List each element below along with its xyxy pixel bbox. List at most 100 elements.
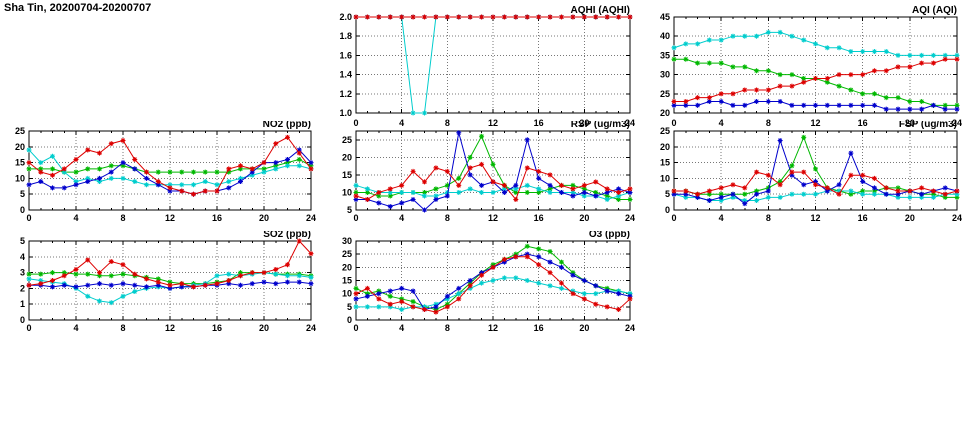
svg-text:35: 35 bbox=[660, 50, 670, 60]
svg-text:5: 5 bbox=[347, 205, 352, 215]
svg-text:8: 8 bbox=[120, 213, 125, 223]
tick-labels: 0 4 8 12 16 20 24 0 5 10 15 20 25 bbox=[15, 126, 316, 223]
fsp-title: FSP (ug/m3) bbox=[899, 121, 957, 130]
svg-text:15: 15 bbox=[342, 170, 352, 180]
o3-title: O3 (ppb) bbox=[589, 231, 630, 240]
rsp-title: RSP (ug/m3) bbox=[571, 121, 630, 130]
svg-text:8: 8 bbox=[445, 118, 450, 128]
svg-text:24: 24 bbox=[306, 213, 316, 223]
aqhi-title: AQHI (AQHI) bbox=[571, 5, 630, 16]
svg-text:12: 12 bbox=[488, 213, 498, 223]
chart-fsp: 0 4 8 12 16 20 24 0 5 10 15 20 25 FSP (ug/m3) bbox=[647, 119, 962, 224]
plot-border bbox=[673, 16, 958, 114]
svg-text:24: 24 bbox=[625, 213, 635, 223]
aqi-title: AQI (AQI) bbox=[912, 5, 957, 16]
svg-text:20: 20 bbox=[259, 323, 269, 333]
svg-text:5: 5 bbox=[20, 189, 25, 199]
svg-text:16: 16 bbox=[858, 213, 868, 223]
svg-text:15: 15 bbox=[342, 276, 352, 286]
svg-text:1: 1 bbox=[20, 299, 25, 309]
svg-text:20: 20 bbox=[579, 323, 589, 333]
svg-text:20: 20 bbox=[579, 118, 589, 128]
aqhi-plot: 0 4 8 12 16 20 24 1.0 1.2 1.4 1.6 1.8 2.0 AQHI (AQHI) bbox=[339, 5, 635, 128]
svg-text:4: 4 bbox=[73, 323, 78, 333]
series-blue bbox=[353, 130, 633, 213]
series-red bbox=[353, 254, 633, 315]
svg-text:0: 0 bbox=[26, 323, 31, 333]
svg-text:25: 25 bbox=[660, 89, 670, 99]
svg-text:0: 0 bbox=[347, 315, 352, 325]
svg-text:8: 8 bbox=[445, 213, 450, 223]
series-blue bbox=[671, 98, 960, 112]
svg-text:12: 12 bbox=[488, 118, 498, 128]
svg-text:0: 0 bbox=[353, 323, 358, 333]
svg-text:0: 0 bbox=[671, 118, 676, 128]
svg-text:8: 8 bbox=[766, 213, 771, 223]
tick-labels: 0 4 8 12 16 20 24 20 25 30 35 40 45 bbox=[660, 12, 962, 128]
svg-text:1.6: 1.6 bbox=[339, 50, 352, 60]
grid-lines bbox=[356, 131, 630, 210]
aqi-plot: 0 4 8 12 16 20 24 20 25 30 35 40 45 AQI (AQI) bbox=[660, 5, 962, 128]
svg-text:4: 4 bbox=[719, 213, 724, 223]
plot-border bbox=[355, 240, 631, 321]
svg-text:16: 16 bbox=[534, 118, 544, 128]
svg-text:20: 20 bbox=[342, 262, 352, 272]
svg-text:10: 10 bbox=[15, 173, 25, 183]
svg-text:10: 10 bbox=[660, 173, 670, 183]
svg-text:15: 15 bbox=[660, 158, 670, 168]
no2-title: NO2 (ppb) bbox=[263, 121, 311, 130]
tick-labels: 0 4 8 12 16 20 24 0 5 10 15 20 25 30 bbox=[342, 236, 635, 333]
svg-text:12: 12 bbox=[165, 323, 175, 333]
svg-text:8: 8 bbox=[120, 323, 125, 333]
svg-text:30: 30 bbox=[342, 236, 352, 246]
svg-text:15: 15 bbox=[15, 158, 25, 168]
series-green bbox=[26, 156, 314, 175]
svg-text:16: 16 bbox=[858, 118, 868, 128]
svg-text:16: 16 bbox=[534, 323, 544, 333]
svg-text:12: 12 bbox=[810, 118, 820, 128]
svg-text:16: 16 bbox=[212, 213, 222, 223]
svg-text:20: 20 bbox=[579, 213, 589, 223]
svg-text:45: 45 bbox=[660, 12, 670, 22]
svg-text:0: 0 bbox=[671, 213, 676, 223]
svg-text:12: 12 bbox=[488, 323, 498, 333]
so2-title: SO2 (ppb) bbox=[263, 231, 311, 240]
series-red bbox=[353, 14, 633, 20]
series-red bbox=[26, 238, 314, 290]
page-title: Sha Tin, 20200704-20200707 bbox=[4, 2, 152, 14]
svg-text:4: 4 bbox=[399, 323, 404, 333]
svg-text:16: 16 bbox=[534, 213, 544, 223]
svg-text:8: 8 bbox=[766, 118, 771, 128]
svg-text:2: 2 bbox=[20, 283, 25, 293]
chart-no2: 0 4 8 12 16 20 24 0 5 10 15 20 25 NO2 (ppb) bbox=[2, 119, 316, 224]
svg-text:4: 4 bbox=[399, 118, 404, 128]
svg-text:24: 24 bbox=[625, 118, 635, 128]
tick-labels: 0 4 8 12 16 20 24 0 5 10 15 20 25 bbox=[660, 126, 962, 223]
tick-labels: 0 4 8 12 16 20 24 5 10 15 20 25 bbox=[342, 135, 635, 223]
svg-text:25: 25 bbox=[342, 135, 352, 145]
svg-text:0: 0 bbox=[665, 205, 670, 215]
svg-text:20: 20 bbox=[660, 108, 670, 118]
svg-text:0: 0 bbox=[20, 315, 25, 325]
svg-text:20: 20 bbox=[905, 118, 915, 128]
svg-text:25: 25 bbox=[660, 126, 670, 136]
chart-aqi: 0 4 8 12 16 20 24 20 25 30 35 40 45 AQI (AQI) bbox=[647, 4, 962, 129]
grid-lines bbox=[356, 17, 630, 113]
svg-text:8: 8 bbox=[445, 323, 450, 333]
svg-text:10: 10 bbox=[342, 187, 352, 197]
svg-text:30: 30 bbox=[660, 70, 670, 80]
svg-text:5: 5 bbox=[665, 189, 670, 199]
svg-text:4: 4 bbox=[20, 252, 25, 262]
svg-text:20: 20 bbox=[15, 142, 25, 152]
chart-o3: 0 4 8 12 16 20 24 0 5 10 15 20 25 30 O3 (ppb) bbox=[329, 229, 635, 334]
tick-labels: 0 4 8 12 16 20 24 1.0 1.2 1.4 1.6 1.8 2.0 bbox=[339, 12, 635, 128]
svg-text:24: 24 bbox=[306, 323, 316, 333]
svg-text:0: 0 bbox=[26, 213, 31, 223]
series-red bbox=[353, 161, 633, 202]
chart-rsp: 0 4 8 12 16 20 24 5 10 15 20 25 RSP (ug/m3) bbox=[329, 119, 635, 224]
svg-text:1.2: 1.2 bbox=[339, 89, 352, 99]
no2-plot: 0 4 8 12 16 20 24 0 5 10 15 20 25 NO2 (ppb) bbox=[15, 119, 316, 223]
svg-text:20: 20 bbox=[905, 213, 915, 223]
